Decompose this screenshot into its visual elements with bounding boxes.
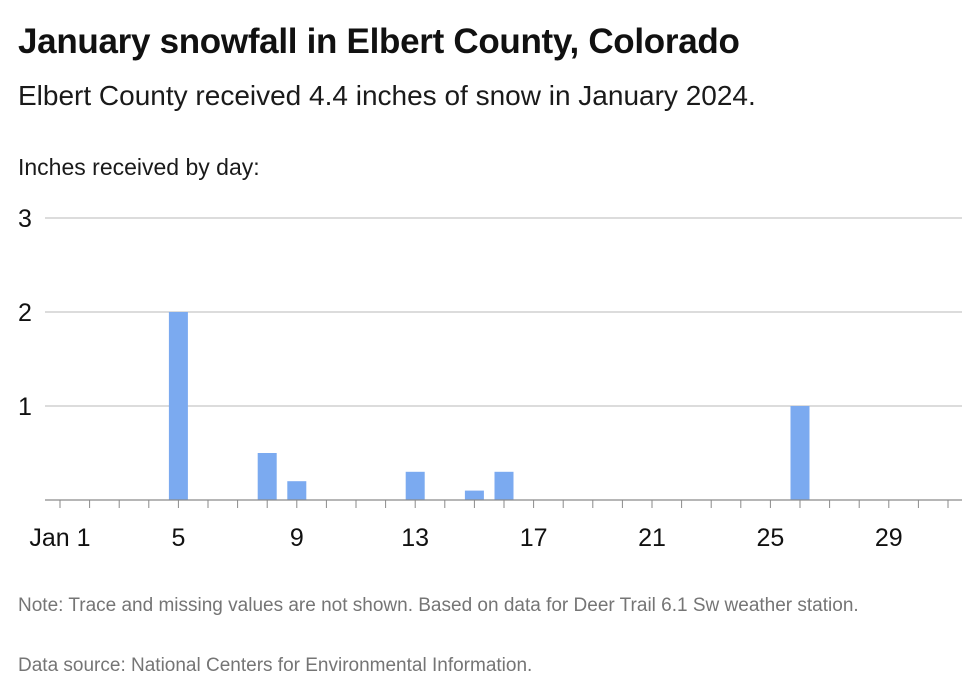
x-tick-label: 5 bbox=[171, 524, 185, 552]
y-tick-label: 3 bbox=[18, 205, 32, 233]
bars bbox=[168, 312, 810, 500]
gridlines: 1 2 3 bbox=[18, 205, 962, 421]
chart-note: Note: Trace and missing values are not s… bbox=[18, 595, 859, 616]
x-tick-label: 9 bbox=[290, 524, 304, 552]
bar-jan-9 bbox=[287, 481, 307, 500]
chart-title: January snowfall in Elbert County, Color… bbox=[18, 22, 740, 61]
x-tick-label: 13 bbox=[401, 524, 429, 552]
x-tick-label: Jan 1 bbox=[29, 524, 90, 552]
x-tick-label: 29 bbox=[875, 524, 903, 552]
bar-jan-26 bbox=[790, 406, 810, 500]
y-tick-label: 2 bbox=[18, 299, 32, 327]
y-axis-label: Inches received by day: bbox=[18, 154, 260, 180]
bar-jan-16 bbox=[494, 471, 514, 500]
x-tick-label: 21 bbox=[638, 524, 666, 552]
bar-jan-8 bbox=[257, 453, 277, 500]
y-tick-label: 1 bbox=[18, 393, 32, 421]
bar-jan-15 bbox=[464, 490, 484, 500]
x-tick-label: 25 bbox=[756, 524, 784, 552]
bar-jan-5 bbox=[168, 312, 188, 500]
bar-jan-13 bbox=[405, 471, 425, 500]
data-source: Data source: National Centers for Enviro… bbox=[18, 655, 533, 676]
x-axis: Jan 1 5 9 13 17 21 25 29 bbox=[29, 499, 962, 552]
chart-subtitle: Elbert County received 4.4 inches of sno… bbox=[18, 80, 756, 111]
snowfall-bar-chart: 1 2 3 Jan 1 5 9 13 17 21 25 29 bbox=[18, 205, 962, 552]
x-tick-label: 17 bbox=[520, 524, 548, 552]
